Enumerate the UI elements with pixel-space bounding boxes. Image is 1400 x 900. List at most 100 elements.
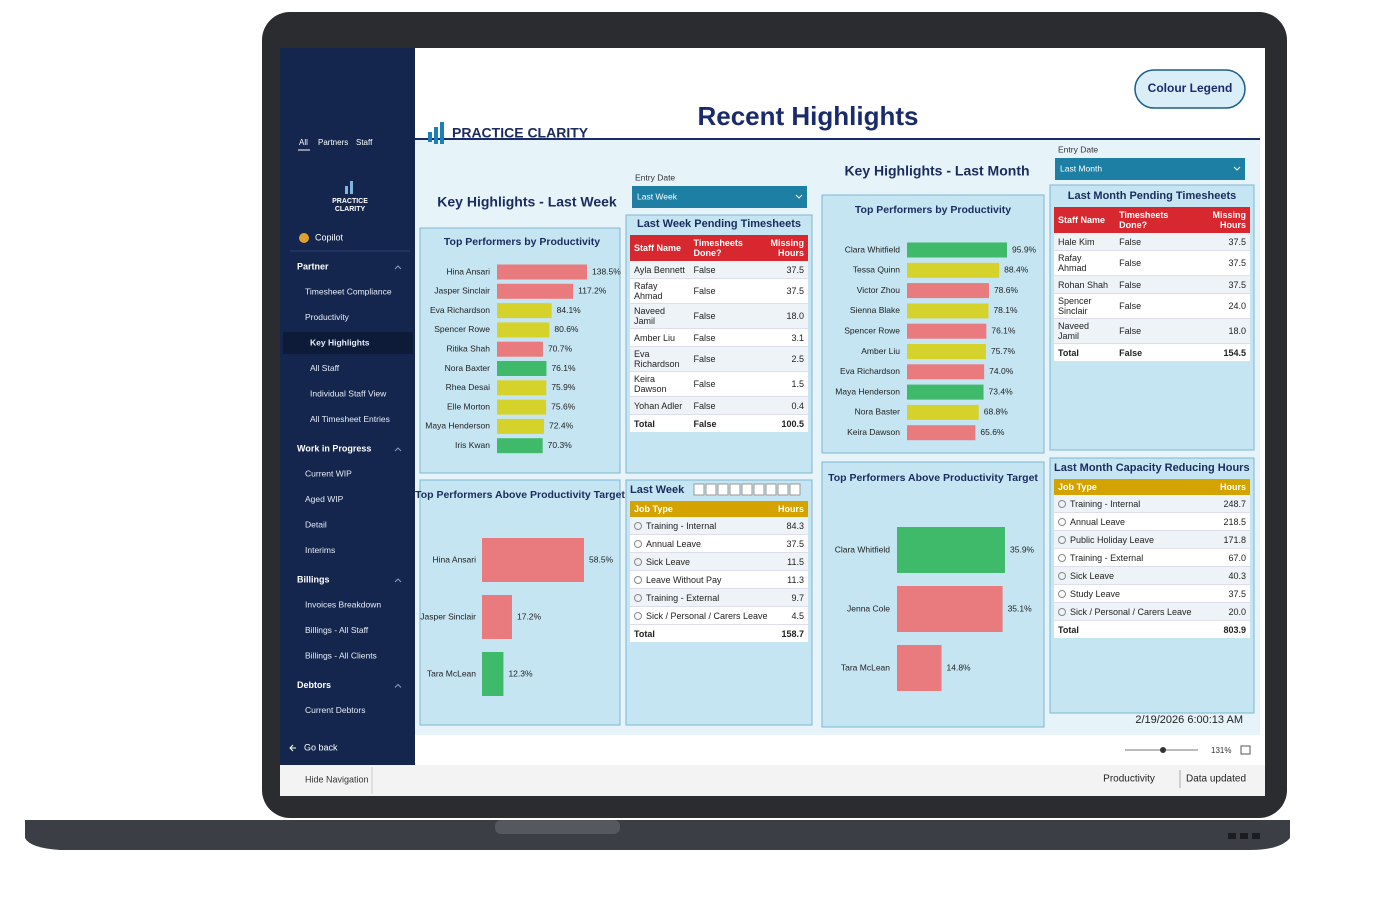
nav-section[interactable]: Debtors xyxy=(297,680,331,690)
table-cell: 2.5 xyxy=(757,346,808,372)
nav-section[interactable]: Billings xyxy=(297,574,330,584)
expand-icon[interactable] xyxy=(634,540,642,549)
nav-item[interactable]: Detail xyxy=(305,519,327,529)
table-row: Ayla Bennett False 37.5 xyxy=(630,261,808,279)
category-label: Elle Morton xyxy=(447,401,490,411)
nav-section[interactable]: Work in Progress xyxy=(297,443,371,453)
cell-text: False xyxy=(1119,236,1142,247)
bar xyxy=(897,586,1003,632)
table-cell: Leave Without Pay xyxy=(630,570,774,589)
nav-item[interactable]: Key Highlights xyxy=(310,337,370,347)
nav-item[interactable]: Aged WIP xyxy=(305,494,344,504)
colour-legend-label[interactable]: Colour Legend xyxy=(1148,81,1233,95)
cell-text: 1.5 xyxy=(791,379,804,389)
toolbar-icon[interactable] xyxy=(729,483,741,496)
nav-item[interactable]: Invoices Breakdown xyxy=(305,599,381,609)
cell-text: 37.5 xyxy=(1228,588,1246,599)
table-row: Sick Leave 40.3 xyxy=(1054,566,1250,585)
copilot[interactable]: Copilot xyxy=(315,232,344,242)
cell-text: Annual Leave xyxy=(646,538,702,549)
toolbar-icon[interactable] xyxy=(741,483,753,496)
category-label: Ritika Shah xyxy=(447,343,491,353)
table: Job Type Hours Training - Internal 248.7 Ann… xyxy=(1054,479,1250,638)
hide-navigation[interactable]: Hide Navigation xyxy=(305,774,369,784)
expand-icon[interactable] xyxy=(634,522,642,531)
nav-item[interactable]: Individual Staff View xyxy=(310,388,387,398)
table-visual: Last Week Pending Timesheets Staff Name Ti… xyxy=(630,218,808,432)
table-cell: 37.5 xyxy=(1191,250,1250,276)
table-cell: False xyxy=(689,346,757,372)
toolbar-icon[interactable] xyxy=(789,483,801,496)
nav-section[interactable]: Partner xyxy=(297,261,329,271)
table-cell: Sick Leave xyxy=(1054,566,1213,585)
cell-text: 18.0 xyxy=(786,311,804,321)
cell-text: Amber Liu xyxy=(634,332,676,343)
table-row: Amber Liu False 3.1 xyxy=(630,328,808,347)
cell-text: Study Leave xyxy=(1070,588,1121,599)
toolbar-icon[interactable] xyxy=(777,483,789,496)
bar xyxy=(497,399,547,415)
nav-item[interactable]: All Timesheet Entries xyxy=(310,414,390,424)
column-header: Hours xyxy=(773,501,808,517)
nav-tab[interactable]: Partners xyxy=(318,138,348,147)
nav-item[interactable]: Productivity xyxy=(305,312,350,322)
nav-item[interactable]: All Staff xyxy=(310,363,340,373)
table-cell: 24.0 xyxy=(1191,293,1250,319)
table-cell: Annual Leave xyxy=(1054,512,1213,531)
table-cell: Public Holiday Leave xyxy=(1054,530,1213,549)
toolbar-icon[interactable] xyxy=(705,483,717,496)
nav-tab[interactable]: Staff xyxy=(356,138,373,147)
value-label: 84.1% xyxy=(557,305,582,315)
nav-item[interactable]: Billings - All Staff xyxy=(305,625,369,635)
table-cell: Training - Internal xyxy=(1054,495,1213,513)
table-row: Sick / Personal / Carers Leave 20.0 xyxy=(1054,602,1250,621)
chart-title: Top Performers by Productivity xyxy=(855,204,1011,216)
nav-item[interactable]: Current Debtors xyxy=(305,705,365,715)
cell-text: 11.3 xyxy=(787,574,804,585)
value-label: 58.5% xyxy=(589,554,614,564)
nav-item[interactable]: Interims xyxy=(305,545,335,555)
value-label: 35.1% xyxy=(1008,603,1033,613)
logo-bar xyxy=(434,127,438,144)
header-row: Job Type Hours xyxy=(630,501,808,517)
toolbar-icon[interactable] xyxy=(717,483,729,496)
cell-text: 11.5 xyxy=(787,556,804,567)
toolbar-icon[interactable] xyxy=(765,483,777,496)
fit-icon[interactable] xyxy=(1240,745,1251,755)
colour-legend-button[interactable] xyxy=(1134,69,1246,109)
filter-value[interactable]: Last Week xyxy=(637,191,678,201)
logo-bar xyxy=(350,181,353,194)
expand-icon[interactable] xyxy=(1058,590,1066,599)
expand-icon[interactable] xyxy=(634,594,642,603)
filter-dropdown[interactable] xyxy=(1055,158,1245,180)
cell-text: 84.3 xyxy=(786,520,804,531)
cell-text: 18.0 xyxy=(1228,326,1246,336)
expand-icon[interactable] xyxy=(1058,608,1066,617)
expand-icon[interactable] xyxy=(634,576,642,585)
zoom-thumb[interactable] xyxy=(1160,747,1166,753)
nav-tab[interactable]: All xyxy=(299,138,308,147)
filter-value[interactable]: Last Month xyxy=(1060,163,1102,173)
filter-dropdown[interactable] xyxy=(632,186,807,208)
expand-icon[interactable] xyxy=(1058,536,1066,545)
value-label: 75.6% xyxy=(551,401,576,411)
nav-item[interactable]: Current WIP xyxy=(305,468,352,478)
expand-icon[interactable] xyxy=(1058,500,1066,509)
value-label: 12.3% xyxy=(508,668,533,678)
go-back[interactable]: Go back xyxy=(304,742,338,752)
value-label: 75.9% xyxy=(551,382,576,392)
column-header: Job Type xyxy=(630,501,774,517)
expand-icon[interactable] xyxy=(1058,572,1066,581)
cell-text: Sick Leave xyxy=(646,556,691,567)
toolbar-icon[interactable] xyxy=(753,483,765,496)
expand-icon[interactable] xyxy=(1058,518,1066,527)
visual-panel xyxy=(419,479,621,726)
table-cell: False xyxy=(1115,293,1192,319)
toolbar-icon[interactable] xyxy=(693,483,705,496)
nav-item[interactable]: Billings - All Clients xyxy=(305,650,377,660)
expand-icon[interactable] xyxy=(634,558,642,567)
table-cell: Training - External xyxy=(630,588,774,607)
nav-item[interactable]: Timesheet Compliance xyxy=(305,286,392,296)
expand-icon[interactable] xyxy=(1058,554,1066,563)
expand-icon[interactable] xyxy=(634,612,642,621)
